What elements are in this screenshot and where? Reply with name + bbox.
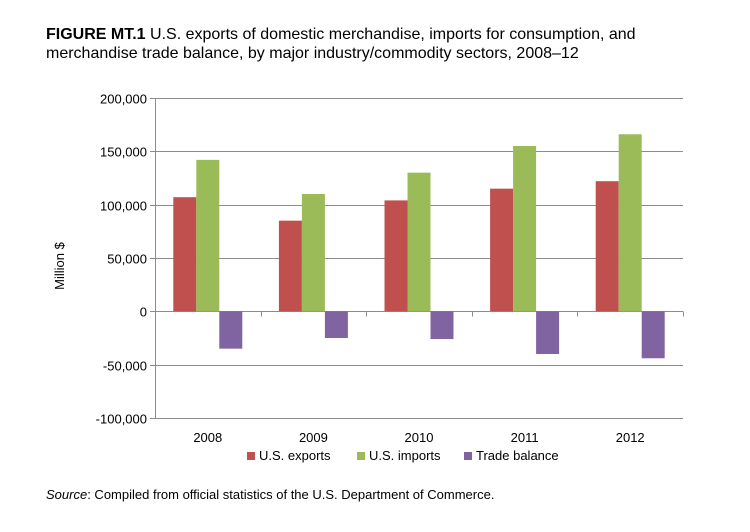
bar-u-s-imports xyxy=(618,134,642,312)
legend-swatch xyxy=(357,452,365,460)
bar-u-s-exports xyxy=(595,181,619,312)
y-tick-label: -50,000 xyxy=(103,359,147,374)
bar-u-s-imports xyxy=(196,159,220,312)
bar-trade-balance xyxy=(324,311,348,338)
legend-label: U.S. exports xyxy=(259,448,331,463)
y-tick-label: 200,000 xyxy=(100,92,147,107)
y-tick-label: -100,000 xyxy=(96,412,147,427)
bar-u-s-exports xyxy=(384,200,408,312)
bar-trade-balance xyxy=(430,311,454,340)
x-tick-label: 2011 xyxy=(511,430,539,445)
source-text: : Compiled from official statistics of t… xyxy=(87,487,495,502)
bar-u-s-exports xyxy=(278,220,302,312)
bar-trade-balance xyxy=(641,311,665,359)
bar-u-s-imports xyxy=(407,172,431,312)
y-axis-title: Million $ xyxy=(52,241,67,289)
bar-u-s-imports xyxy=(301,194,325,312)
y-tick-label: 50,000 xyxy=(107,252,147,267)
source-note: Source: Compiled from official statistic… xyxy=(46,487,494,503)
y-tick-label: 100,000 xyxy=(100,199,147,214)
y-tick-label: 150,000 xyxy=(100,145,147,160)
figure-label: FIGURE MT.1 xyxy=(46,26,146,43)
x-tick-label: 2008 xyxy=(193,430,222,445)
legend-swatch xyxy=(247,452,255,460)
chart: -100,000 -50,000 0 50,000 100,000 150,000 200,… xyxy=(52,92,684,463)
bar-u-s-imports xyxy=(513,146,537,312)
legend-label: Trade balance xyxy=(476,448,559,463)
x-tick-label: 2009 xyxy=(299,430,328,445)
y-tick-label: 0 xyxy=(140,305,147,320)
figure-title-text: U.S. exports of domestic merchandise, im… xyxy=(46,26,636,62)
x-tick-label: 2010 xyxy=(405,430,434,445)
bar-trade-balance xyxy=(219,311,243,349)
bar-u-s-exports xyxy=(173,197,197,312)
bar-trade-balance xyxy=(536,311,560,354)
legend-label: U.S. imports xyxy=(369,448,441,463)
bar-u-s-exports xyxy=(490,188,514,312)
legend-swatch xyxy=(464,452,472,460)
figure-title: FIGURE MT.1 U.S. exports of domestic mer… xyxy=(46,25,706,63)
x-tick-label: 2012 xyxy=(616,430,645,445)
source-label: Source xyxy=(46,487,88,502)
